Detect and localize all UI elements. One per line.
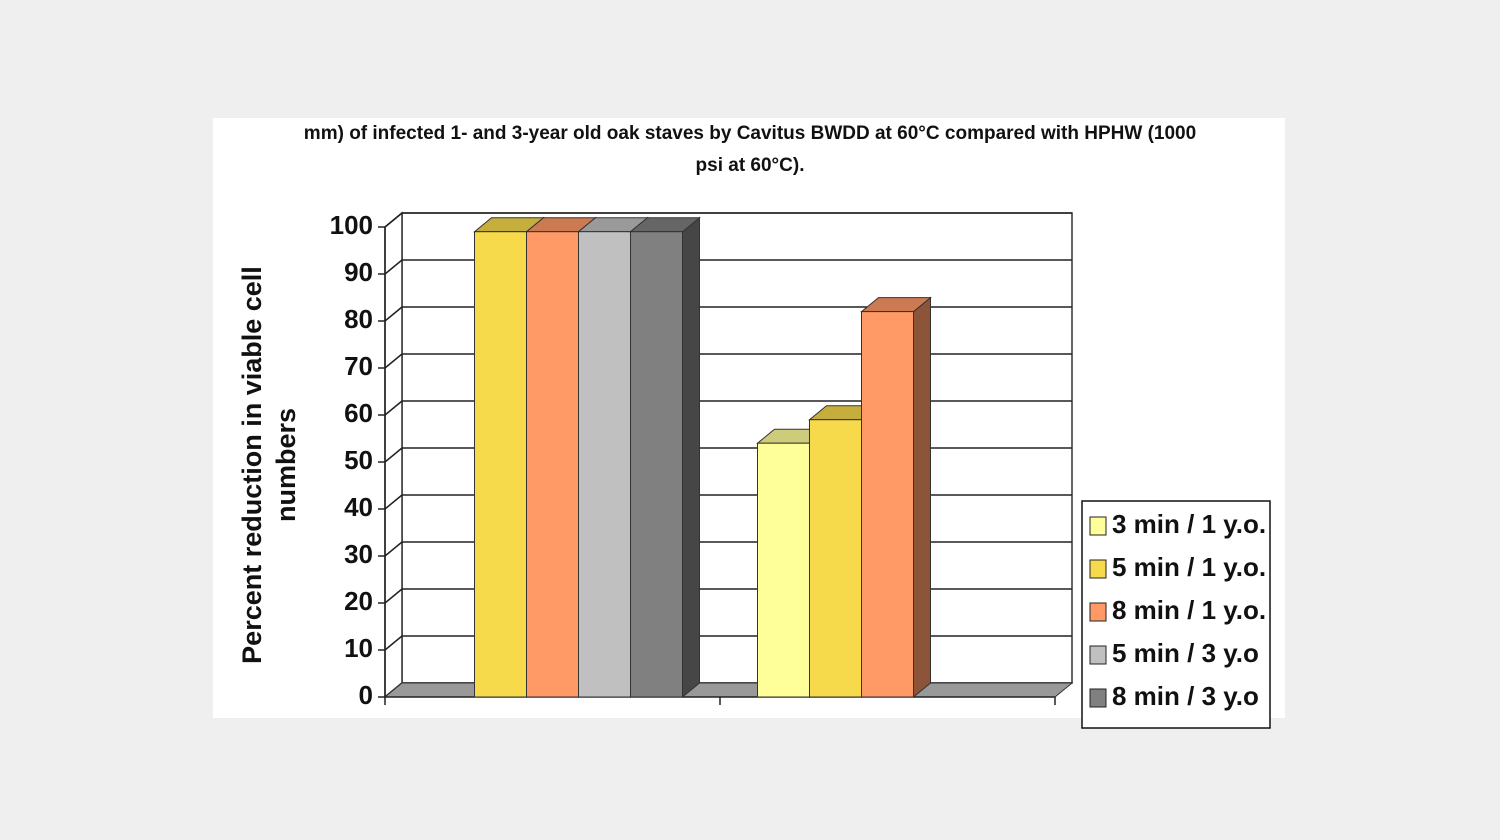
grid-line	[384, 306, 403, 322]
grid-line	[384, 212, 403, 228]
legend-swatch	[1089, 602, 1107, 622]
bar	[860, 296, 932, 699]
legend-label: 8 min / 1 y.o.	[1112, 595, 1266, 625]
bar-front	[809, 419, 862, 698]
grid-line	[384, 353, 403, 369]
grid-line	[384, 259, 403, 275]
bar-front	[578, 231, 631, 698]
bar-side	[913, 296, 931, 699]
y-tick-label: 0	[359, 680, 373, 710]
legend-label: 5 min / 3 y.o	[1112, 638, 1259, 668]
bar-front	[757, 442, 810, 698]
legend-swatch	[1089, 645, 1107, 665]
y-tick-label: 60	[344, 398, 373, 428]
chart-title: mm) of infected 1- and 3-year old oak st…	[303, 123, 1197, 176]
bar-front	[630, 231, 683, 698]
bar-front	[526, 231, 579, 698]
grid-line	[384, 541, 403, 557]
grid-line	[384, 447, 403, 463]
y-axis-label: Percent reduction in viable cell numbers	[237, 266, 301, 664]
bar-side	[682, 216, 700, 699]
legend-swatch	[1089, 688, 1107, 708]
y-tick-label: 50	[344, 445, 373, 475]
y-tick-label: 40	[344, 492, 373, 522]
y-tick-label: 90	[344, 257, 373, 287]
bar-front	[474, 231, 527, 698]
y-tick-label: 20	[344, 586, 373, 616]
legend-label: 5 min / 1 y.o.	[1112, 552, 1266, 582]
y-tick-label: 30	[344, 539, 373, 569]
y-tick-label: 10	[344, 633, 373, 663]
grid-line	[384, 494, 403, 510]
grid-line	[384, 635, 403, 651]
bar-front	[861, 311, 914, 698]
legend-swatch	[1089, 559, 1107, 579]
y-tick-label: 70	[344, 351, 373, 381]
grid-line	[384, 588, 403, 604]
y-tick-label: 80	[344, 304, 373, 334]
legend-swatch	[1089, 516, 1107, 536]
legend-label: 3 min / 1 y.o.	[1112, 509, 1266, 539]
legend-label: 8 min / 3 y.o	[1112, 681, 1259, 711]
y-tick-label: 100	[330, 210, 373, 240]
bar	[629, 216, 701, 699]
legend-box	[1081, 500, 1271, 729]
grid-line	[384, 400, 403, 416]
